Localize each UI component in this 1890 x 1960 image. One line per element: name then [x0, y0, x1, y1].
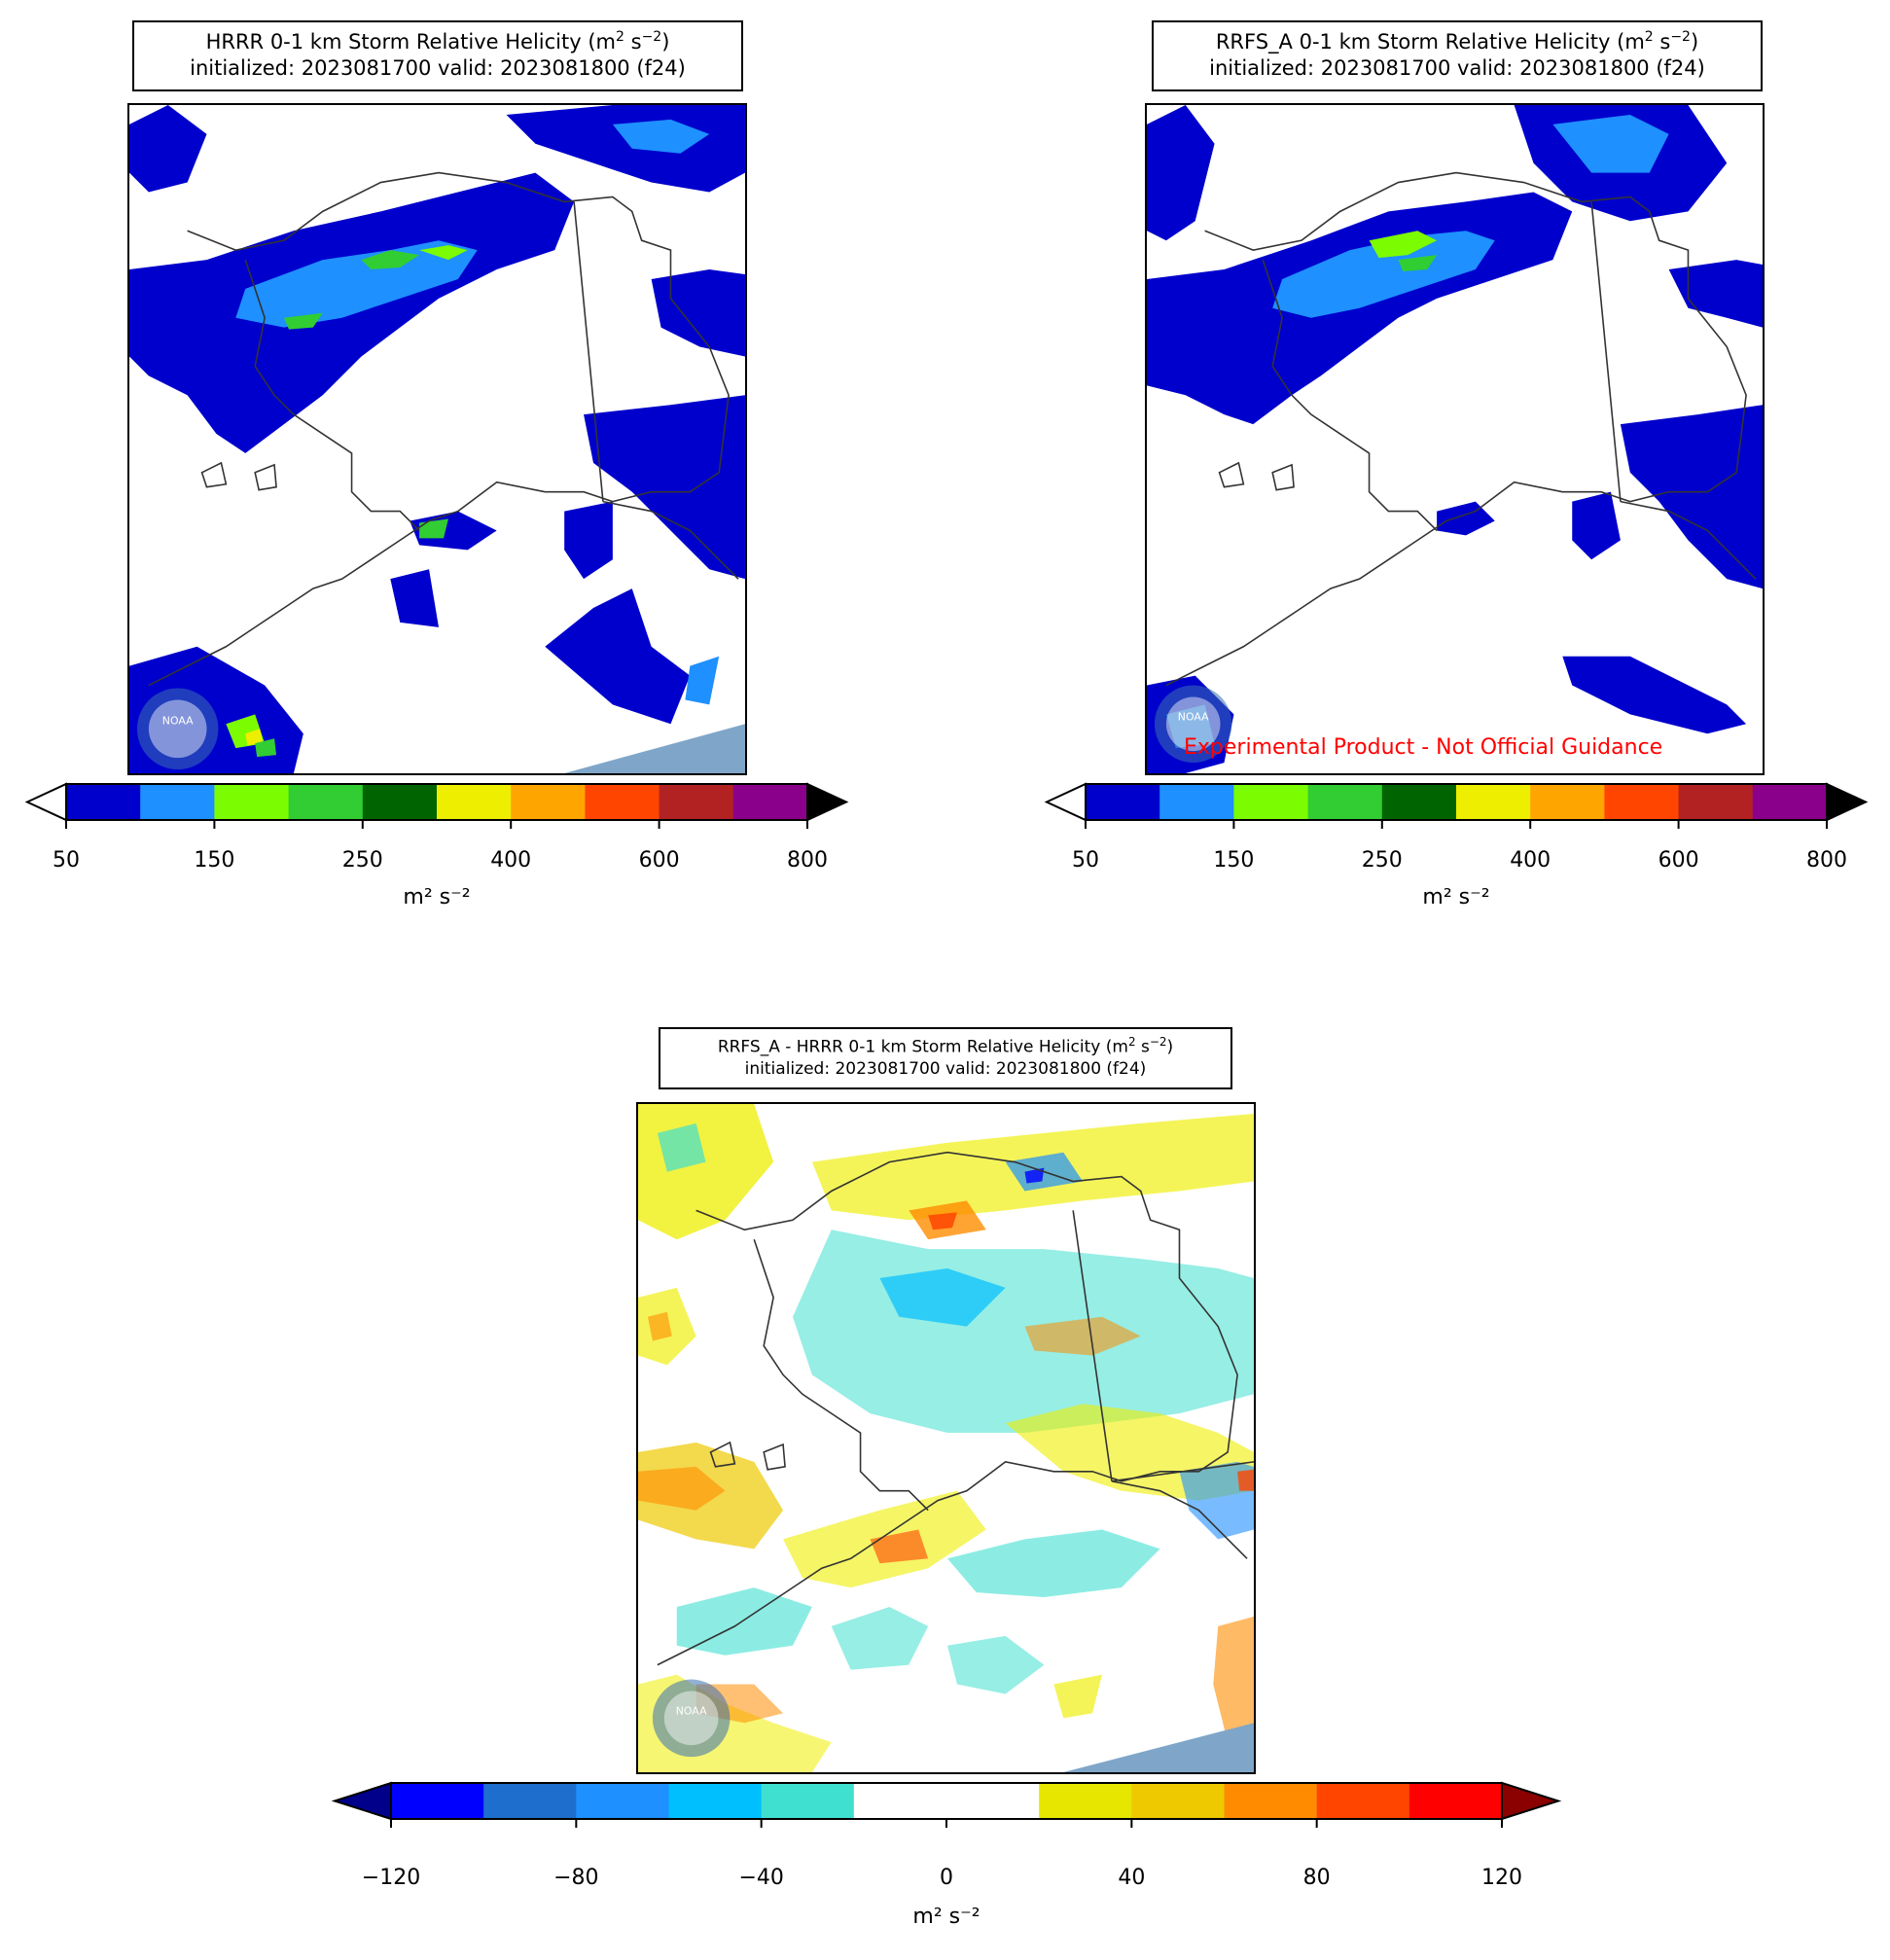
- hrrr-colorbar-over-triangle: [806, 782, 849, 822]
- diff-colorbar-tick-label: −80: [553, 1866, 599, 1890]
- diff-field: [638, 1104, 1254, 1772]
- rrfs-colorbar-border: [1085, 783, 1828, 821]
- rrfs-title: RRFS_A 0-1 km Storm Relative Helicity (m…: [1152, 20, 1763, 91]
- diff-map: NOAA: [636, 1102, 1256, 1774]
- rrfs-colorbar-under-triangle: [1044, 782, 1087, 822]
- hrrr-map-svg: NOAA: [129, 105, 745, 773]
- rrfs-colorbar-tick-label: 150: [1213, 848, 1255, 873]
- hrrr-title-line2: initialized: 2023081700 valid: 202308180…: [190, 56, 686, 81]
- rrfs-title-line1: RRFS_A 0-1 km Storm Relative Helicity (m: [1215, 30, 1645, 53]
- diff-colorbar-segment: [1316, 1783, 1410, 1819]
- diff-colorbar-under-triangle: [331, 1781, 392, 1821]
- diff-colorbar-segment: [576, 1783, 669, 1819]
- diff-colorbar-segment: [1131, 1783, 1225, 1819]
- rrfs-map-svg: NOAA: [1147, 105, 1763, 773]
- diff-colorbar-tick-label: 120: [1481, 1866, 1522, 1890]
- rrfs-colorbar-segment: [1159, 784, 1234, 820]
- rrfs-colorbar-tick-label: 400: [1510, 848, 1551, 873]
- noaa-logo-diff: NOAA: [652, 1679, 731, 1758]
- diff-map-svg: NOAA: [638, 1104, 1254, 1772]
- diff-colorbar-segment: [1224, 1783, 1318, 1819]
- hrrr-coastlines: [148, 171, 739, 687]
- rrfs-colorbar-segment: [1086, 784, 1160, 820]
- hrrr-colorbar-segment: [66, 784, 141, 820]
- diff-colorbar-unit-label: m² s⁻²: [912, 1905, 981, 1929]
- diff-colorbar-segment: [853, 1783, 947, 1819]
- hrrr-colorbar-tick-label: 600: [638, 848, 680, 873]
- hrrr-colorbar-segment: [140, 784, 215, 820]
- diff-colorbar-segment: [391, 1783, 484, 1819]
- hrrr-colorbar-segment: [214, 784, 290, 820]
- hrrr-colorbar-border: [65, 783, 808, 821]
- hrrr-colorbar-segment: [732, 784, 808, 820]
- hrrr-colorbar-tick-label: 400: [490, 848, 532, 873]
- rrfs-colorbar-segment: [1456, 784, 1531, 820]
- diff-title: RRFS_A - HRRR 0-1 km Storm Relative Heli…: [659, 1027, 1232, 1089]
- diff-colorbar-tick-label: 80: [1302, 1866, 1331, 1890]
- rrfs-colorbar-over-triangle: [1826, 782, 1869, 822]
- rrfs-colorbar-tick-label: 800: [1806, 848, 1847, 873]
- hrrr-title-line1: HRRR 0-1 km Storm Relative Helicity (m: [205, 30, 617, 53]
- diff-colorbar-segment: [668, 1783, 763, 1819]
- rrfs-colorbar-segment: [1233, 784, 1309, 820]
- noaa-logo-diff-text: NOAA: [676, 1704, 707, 1717]
- hrrr-colorbar-unit-label: m² s⁻²: [403, 885, 471, 909]
- rrfs-colorbar-svg: [1044, 782, 1869, 829]
- diff-colorbar-segment: [1409, 1783, 1503, 1819]
- hrrr-field: [129, 105, 745, 773]
- hrrr-colorbar-tick-label: 800: [787, 848, 828, 873]
- hrrr-colorbar-segment: [288, 784, 364, 820]
- noaa-logo: NOAA: [136, 688, 219, 770]
- noaa-logo-rrfs: NOAA: [1154, 685, 1232, 764]
- hrrr-colorbar-segment: [362, 784, 438, 820]
- rrfs-field: [1147, 105, 1763, 773]
- rrfs-colorbar-segment: [1307, 784, 1383, 820]
- diff-colorbar-segment: [946, 1783, 1040, 1819]
- diff-colorbar-segment: [1039, 1783, 1132, 1819]
- rrfs-colorbar-segment: [1381, 784, 1457, 820]
- rrfs-colorbar-tick-label: 250: [1361, 848, 1403, 873]
- rrfs-colorbar-unit-label: m² s⁻²: [1422, 885, 1490, 909]
- rrfs-colorbar-segment: [1752, 784, 1828, 820]
- rrfs-title-line2: initialized: 2023081700 valid: 202308180…: [1209, 56, 1705, 81]
- diff-colorbar-tick-label: −40: [738, 1866, 784, 1890]
- noaa-logo-text: NOAA: [162, 714, 194, 727]
- hrrr-colorbar-tick-label: 50: [53, 848, 80, 873]
- experimental-warning: Experimental Product - Not Official Guid…: [1184, 735, 1663, 760]
- rrfs-coastlines: [1165, 171, 1757, 687]
- diff-title-line2: initialized: 2023081700 valid: 202308180…: [744, 1058, 1147, 1079]
- rrfs-map: NOAA Experimental Product - Not Official…: [1145, 103, 1765, 775]
- hrrr-colorbar-tick-label: 150: [194, 848, 235, 873]
- diff-colorbar-tick-label: 40: [1118, 1866, 1146, 1890]
- rrfs-colorbar-segment: [1678, 784, 1754, 820]
- diff-colorbar-over-triangle: [1501, 1781, 1562, 1821]
- hrrr-map: NOAA: [127, 103, 747, 775]
- hrrr-colorbar-segment: [511, 784, 586, 820]
- hrrr-colorbar-under-triangle: [24, 782, 67, 822]
- rrfs-colorbar-tick-label: 600: [1658, 848, 1699, 873]
- noaa-logo-rrfs-text: NOAA: [1178, 710, 1209, 723]
- diff-colorbar-tick-label: −120: [361, 1866, 421, 1890]
- diff-colorbar-tick-label: 0: [940, 1866, 953, 1890]
- diff-colorbar-svg: [331, 1781, 1562, 1828]
- hrrr-colorbar-tick-label: 250: [341, 848, 383, 873]
- rrfs-colorbar-tick-label: 50: [1072, 848, 1099, 873]
- hrrr-colorbar-segment: [585, 784, 660, 820]
- rrfs-colorbar-segment: [1604, 784, 1680, 820]
- hrrr-colorbar-segment: [659, 784, 734, 820]
- diff-colorbar-segment: [761, 1783, 855, 1819]
- hrrr-title: HRRR 0-1 km Storm Relative Helicity (m2 …: [132, 20, 743, 91]
- diff-title-line1: RRFS_A - HRRR 0-1 km Storm Relative Heli…: [717, 1037, 1128, 1057]
- hrrr-colorbar-svg: [24, 782, 849, 829]
- rrfs-colorbar-segment: [1530, 784, 1605, 820]
- diff-colorbar-segment: [483, 1783, 577, 1819]
- diff-coastlines: [657, 1151, 1254, 1666]
- hrrr-colorbar-segment: [437, 784, 512, 820]
